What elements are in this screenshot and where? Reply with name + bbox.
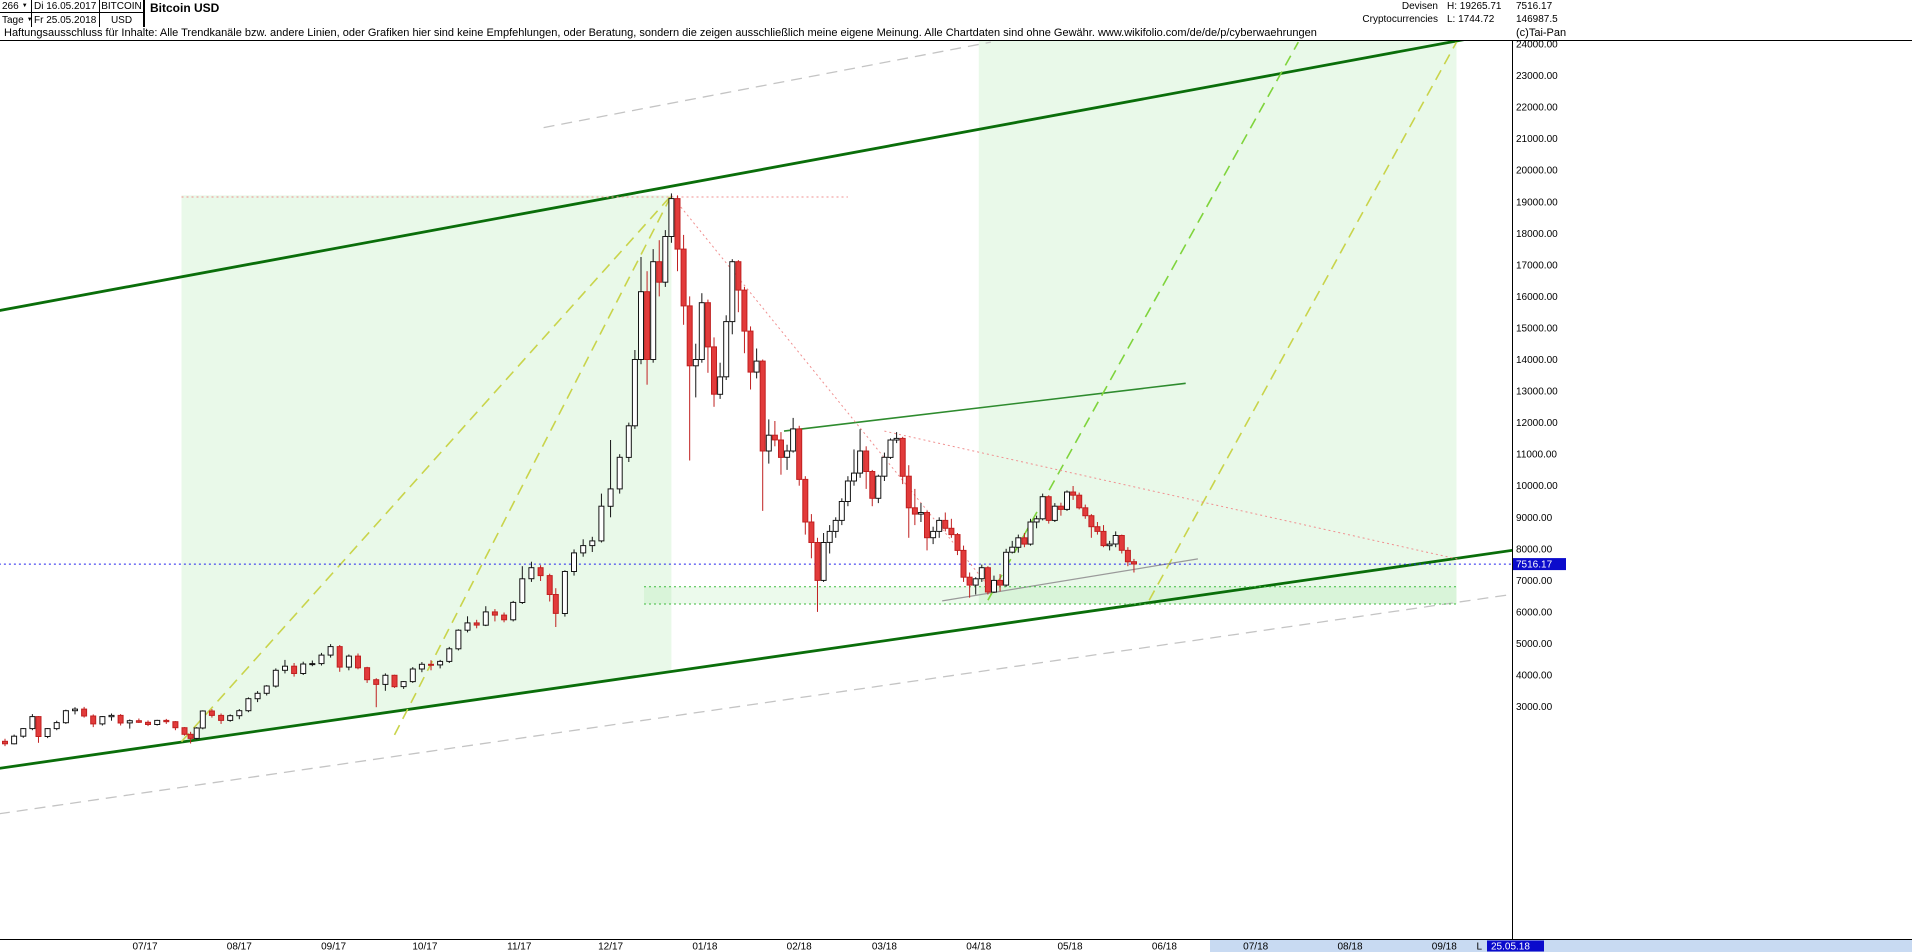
currency-value: USD [110, 14, 133, 26]
projection-trendline-green-dashed [987, 41, 1299, 601]
last-price-badge-label: 7516.17 [1516, 560, 1553, 571]
chart-header: 266 ▼ Tage ▼ Di 16.05.2017 Fr 25.05.2018… [0, 0, 1912, 28]
support-trendline-gray [942, 558, 1198, 602]
bars-count-value: 266 [2, 0, 19, 12]
disclaimer-text: Haftungsausschluss für Inhalte: Alle Tre… [4, 27, 1317, 39]
upper-trend-channel-line [0, 41, 1465, 312]
period-low-label: L: 1744.72 [1447, 14, 1495, 25]
x-axis-label: 09/18 [1432, 942, 1457, 952]
rally-trendline-yellow-dashed-2 [393, 195, 673, 736]
y-axis-label: 15000.00 [1516, 323, 1558, 334]
decline-red-dotted-2 [884, 430, 1460, 560]
date-to-value: Fr 25.05.2018 [34, 14, 97, 26]
chevron-down-icon: ▼ [21, 3, 28, 9]
y-axis-label: 4000.00 [1516, 671, 1553, 682]
date-to-field[interactable]: Fr 25.05.2018 [32, 13, 100, 27]
lower-trend-channel-line [0, 548, 1512, 770]
x-axis-label: 05/18 [1057, 942, 1082, 952]
disclaimer-bar: Haftungsausschluss für Inhalte: Alle Tre… [0, 27, 1912, 41]
y-axis-label: 19000.00 [1516, 197, 1558, 208]
symbol-label: BITCOIN [100, 0, 144, 13]
period-value: Tage [2, 14, 24, 26]
category-label-1: Devisen [1401, 1, 1438, 12]
period-high-label: H: 19265.71 [1447, 1, 1502, 12]
decline-red-dotted-1 [671, 195, 989, 586]
y-axis-label: 6000.00 [1516, 607, 1553, 618]
date-from-field[interactable]: Di 16.05.2017 [32, 0, 100, 13]
future-time-band [1210, 940, 1912, 952]
last-price-badge [1513, 558, 1566, 571]
x-axis-label: 01/18 [692, 942, 717, 952]
bars-count-select[interactable]: 266 ▼ [0, 0, 32, 13]
x-axis-label: 10/17 [412, 942, 437, 952]
category-label-2: Cryptocurrencies [1362, 14, 1438, 25]
x-axis-label: 11/17 [507, 942, 532, 952]
y-axis-label: 20000.00 [1516, 166, 1558, 177]
symbol-value: BITCOIN [101, 0, 142, 12]
last-date-badge [1487, 940, 1544, 952]
y-axis-label: 24000.00 [1516, 40, 1558, 51]
last-price-readout: 7516.17 [1516, 1, 1553, 12]
gray-dashed-line-top [543, 41, 992, 129]
y-axis-label: 18000.00 [1516, 229, 1558, 240]
y-axis-label: 10000.00 [1516, 481, 1558, 492]
y-axis-label: 16000.00 [1516, 292, 1558, 303]
x-axis-label: 03/18 [872, 942, 897, 952]
resistance-trendline-green [783, 382, 1186, 432]
x-axis-label: 08/17 [227, 942, 252, 952]
x-axis-label: 07/18 [1243, 942, 1268, 952]
y-axis-label: 17000.00 [1516, 260, 1558, 271]
y-axis-label: 13000.00 [1516, 387, 1558, 398]
chevron-down-icon: ▼ [27, 17, 31, 23]
y-axis-label: 21000.00 [1516, 134, 1558, 145]
y-axis-label: 5000.00 [1516, 639, 1553, 650]
x-axis-label: 02/18 [787, 942, 812, 952]
x-axis-label: 06/18 [1152, 942, 1177, 952]
y-axis-label: 8000.00 [1516, 544, 1553, 555]
shaded-support-band [644, 586, 1457, 604]
period-select[interactable]: Tage ▼ [0, 13, 32, 27]
date-from-value: Di 16.05.2017 [34, 0, 97, 12]
last-date-badge-label: 25.05.18 [1491, 942, 1530, 952]
y-axis-label: 7000.00 [1516, 576, 1553, 587]
y-axis-label: 12000.00 [1516, 418, 1558, 429]
x-axis-label: 09/17 [321, 942, 346, 952]
shaded-channel-region-right [978, 41, 1457, 604]
x-axis-label: 04/18 [966, 942, 991, 952]
rally-trendline-yellow-dashed-1 [180, 194, 672, 743]
x-axis-label: 12/17 [598, 942, 623, 952]
page-title: Bitcoin USD [144, 0, 219, 27]
y-axis-label: 3000.00 [1516, 702, 1553, 713]
plot-area[interactable] [0, 32, 1912, 815]
y-axis-label: 22000.00 [1516, 103, 1558, 114]
x-axis-label: 08/18 [1337, 942, 1362, 952]
copyright-label: (c)Tai-Pan [1516, 27, 1567, 39]
currency-label: USD [100, 13, 144, 27]
y-axis-label: 9000.00 [1516, 513, 1553, 524]
candlesticks [2, 193, 1137, 747]
secondary-value-readout: 146987.5 [1516, 14, 1558, 25]
y-axis-label: 14000.00 [1516, 355, 1558, 366]
last-bar-prefix-label: L [1476, 942, 1482, 952]
y-axis-label: 11000.00 [1516, 450, 1557, 461]
projection-trendline-yellow-dashed [1148, 41, 1458, 601]
y-axis-label: 23000.00 [1516, 71, 1558, 82]
x-axis-label: 07/17 [132, 942, 157, 952]
